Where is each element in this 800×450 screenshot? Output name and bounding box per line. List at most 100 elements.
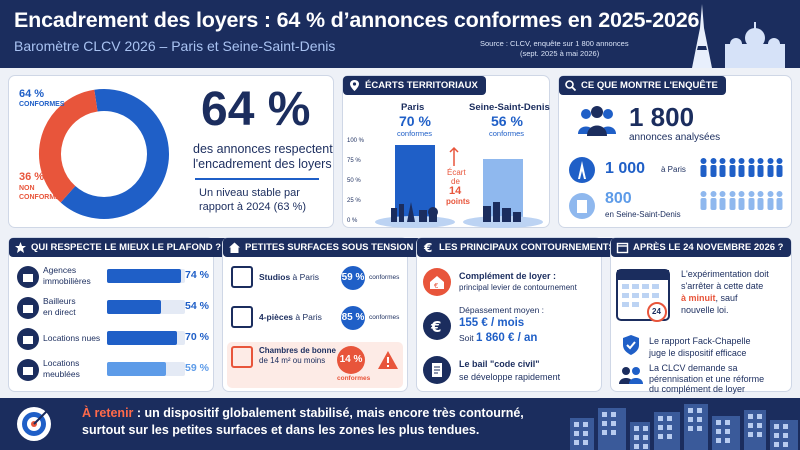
ceiling-row-label: Agences	[43, 265, 77, 275]
circumvention-card: € LES PRINCIPAUX CONTOURNEMENTS € Complé…	[416, 237, 623, 392]
house-icon	[229, 242, 240, 253]
overrun-label: Dépassement moyen :	[459, 305, 545, 315]
chambre-row-highlight	[227, 342, 403, 388]
page-subtitle: Baromètre CLCV 2026 – Paris et Seine-Sai…	[14, 38, 336, 54]
conform-pct: 64 %	[19, 88, 45, 100]
ceiling-row-pct: 70 %	[185, 331, 209, 343]
search-icon	[565, 80, 577, 92]
axis-tick-label: 75 %	[347, 158, 361, 164]
shield-icon	[623, 335, 639, 355]
takeaway-banner: À retenir : un dispositif globalement st…	[0, 398, 800, 450]
ceiling-bar	[107, 331, 178, 345]
small-row-label: Chambres de bonne de 14 m² ou moins	[259, 346, 336, 365]
survey-total: 1 800	[629, 102, 695, 132]
ceiling-title: QUI RESPECTE LE MIEUX LE PLAFOND ?	[9, 238, 230, 257]
eiffel-icon	[569, 157, 595, 183]
small-room-icon	[231, 346, 253, 368]
conformity-donut-chart	[39, 89, 169, 219]
paris-skyline-illustration	[692, 4, 785, 68]
nonconform-pct: 36 %	[19, 171, 45, 183]
person-icon	[757, 191, 764, 210]
small-surfaces-title: PETITES SURFACES SOUS TENSION	[223, 238, 422, 257]
report-line-2: juge le dispositif efficace	[649, 348, 747, 358]
paris-pct: 70 %	[399, 113, 431, 129]
after-title: APRÈS LE 24 NOVEMBRE 2026 ?	[611, 238, 792, 257]
axis-tick-label: 0 %	[347, 218, 358, 224]
ssd-count: 800	[605, 190, 632, 207]
clcv-line-1: La CLCV demande sa	[649, 363, 738, 373]
survey-title: CE QUE MONTRE L'ENQUÊTE	[559, 76, 726, 95]
ceiling-bar-track	[107, 331, 185, 345]
ceiling-row-label-2: en direct	[43, 307, 76, 317]
after-line-1: L'expérimentation doit	[681, 269, 769, 279]
star-icon	[15, 242, 26, 253]
ceiling-row-label: Bailleurs	[43, 296, 76, 306]
ceiling-bar-track	[107, 362, 185, 376]
gap-line-2: de	[451, 177, 460, 186]
person-icon	[700, 191, 707, 210]
euro-icon: €	[423, 241, 432, 254]
small-row-label: 4-pièces à Paris	[259, 312, 322, 322]
ssd-pct: 56 %	[491, 113, 523, 129]
overrun-month: 155 € / mois	[459, 317, 525, 329]
small-surfaces-card: PETITES SURFACES SOUS TENSION Studios à …	[222, 237, 422, 392]
supplement-label: Complément de loyer :	[459, 271, 557, 281]
ceiling-bar	[107, 300, 162, 314]
person-icon	[776, 158, 783, 177]
after-line-2: s'arrêter à cette date	[681, 281, 764, 291]
calendar-icon	[616, 242, 629, 254]
territorial-card: ÉCARTS TERRITORIAUX Paris 70 % conformes…	[342, 75, 550, 228]
divider	[195, 178, 319, 180]
building-icon	[569, 193, 595, 219]
conformity-card: 64 % CONFORMES 36 % NON CONFORMES 64 % d…	[8, 75, 334, 228]
ceiling-row-pct: 54 %	[185, 300, 209, 312]
source-note: Source : CLCV, enquête sur 1 800 annonce…	[480, 39, 629, 58]
floorplan-icon	[231, 266, 253, 288]
conformity-desc-1: des annonces respectent	[193, 142, 333, 156]
nonconform-label-2: CONFORMES	[19, 194, 65, 201]
donut-slice-conform	[60, 89, 169, 219]
gap-arrow-icon	[449, 146, 459, 166]
clcv-line-2: pérennisation et une réforme	[649, 374, 765, 384]
big-percentage: 64 %	[201, 83, 311, 136]
rent-supplement-icon: €	[423, 268, 451, 296]
small-row-pct: 14 %	[337, 346, 365, 374]
axis-tick-label: 50 %	[347, 178, 361, 184]
conform-label: CONFORMES	[19, 101, 65, 108]
paris-label: Paris	[401, 102, 425, 113]
footer-city-illustration	[570, 404, 798, 450]
person-icon	[719, 191, 726, 210]
person-icon	[710, 158, 716, 177]
stable-note-2: rapport à 2024 (63 %)	[199, 201, 307, 213]
supplement-desc: principal levier de contournement	[459, 283, 577, 292]
euro-coin-icon: €	[423, 312, 451, 340]
survey-total-label: annonces analysées	[629, 132, 721, 143]
svg-text:€: €	[430, 318, 441, 336]
small-row-sub: conformes	[369, 274, 400, 281]
ceiling-row-label-2: meublées	[43, 369, 80, 379]
ceiling-bar-track	[107, 300, 185, 314]
gap-line-1: Écart	[447, 168, 466, 177]
floorplan-icon	[231, 306, 253, 328]
civil-code-desc: se développe rapidement	[459, 372, 561, 382]
user-icon	[17, 297, 39, 319]
page-title: Encadrement des loyers : 64 % d’annonces…	[14, 8, 700, 32]
nonconform-label-1: NON	[19, 185, 35, 192]
ceiling-bar-track	[107, 269, 185, 283]
paris-sub: conformes	[397, 129, 433, 138]
svg-text:€: €	[434, 282, 438, 290]
ssd-count-label: en Seine-Saint-Denis	[605, 210, 681, 219]
header-banner: Encadrement des loyers : 64 % d’annonces…	[0, 0, 800, 68]
house-icon	[17, 328, 39, 350]
person-icon	[748, 158, 754, 177]
small-row-label: Studios à Paris	[259, 272, 319, 282]
gap-line-4: points	[446, 197, 470, 206]
axis-tick-label: 25 %	[347, 198, 361, 204]
ceiling-row-pct: 59 %	[185, 362, 209, 374]
ceiling-row-label: Locations nues	[43, 333, 101, 343]
small-row-pct: 59 %	[341, 266, 365, 290]
person-icon	[738, 191, 745, 210]
ssd-people-pictogram	[699, 190, 789, 214]
paris-count-label: à Paris	[661, 165, 686, 174]
person-icon	[738, 158, 745, 177]
